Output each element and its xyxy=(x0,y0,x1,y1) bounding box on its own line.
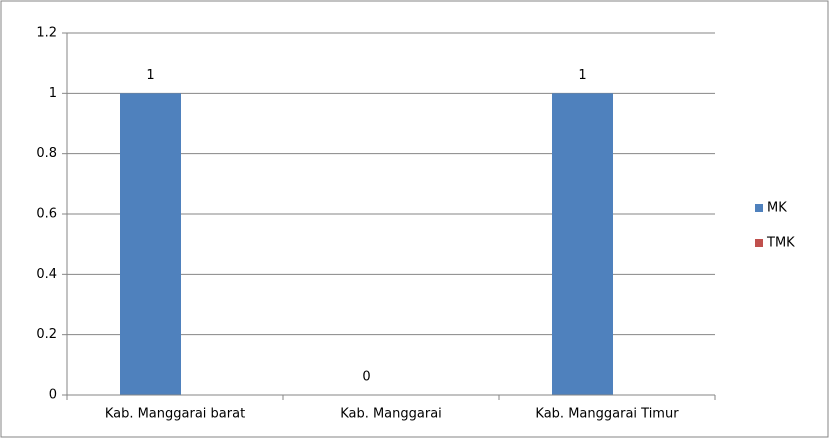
data-label: 1 xyxy=(578,68,586,83)
y-tick-label: 0.4 xyxy=(36,267,57,282)
x-tick-label: Kab. Manggarai xyxy=(340,407,442,422)
bar xyxy=(120,93,181,395)
x-tick-label: Kab. Manggarai barat xyxy=(105,407,245,422)
legend-swatch xyxy=(755,204,763,212)
x-tick-label: Kab. Manggarai Timur xyxy=(535,407,679,422)
legend-label: TMK xyxy=(766,236,795,251)
y-tick-label: 0.6 xyxy=(36,207,57,222)
data-label: 1 xyxy=(146,68,154,83)
legend-label: MK xyxy=(767,201,787,216)
legend-swatch xyxy=(755,239,763,247)
y-tick-label: 0.8 xyxy=(36,146,57,161)
data-label: 0 xyxy=(362,370,370,385)
bar xyxy=(552,93,613,395)
y-tick-label: 0 xyxy=(49,388,57,403)
y-tick-label: 1 xyxy=(49,86,57,101)
y-tick-label: 1.2 xyxy=(36,26,57,41)
y-tick-label: 0.2 xyxy=(36,327,57,342)
